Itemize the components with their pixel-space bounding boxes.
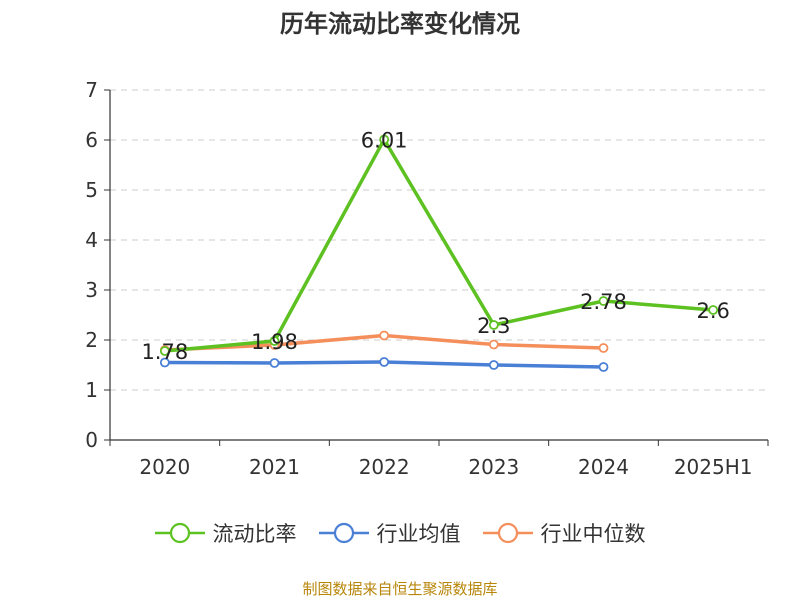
data-point — [379, 357, 390, 367]
legend-label: 行业均值 — [376, 522, 461, 546]
data-point — [598, 343, 609, 353]
data-point — [708, 305, 719, 315]
x-tick-label: 2023 — [468, 455, 519, 479]
y-tick-label: 4 — [85, 228, 98, 252]
data-label: 2.78 — [580, 290, 627, 314]
data-point — [488, 360, 499, 370]
legend-circle — [497, 522, 518, 544]
axes: 0 1 2 3 4 5 6 7 2020 2021 2022 2023 2024 2025H1 — [85, 78, 769, 479]
data-point — [159, 346, 170, 356]
y-tick-label: 7 — [85, 78, 98, 102]
x-tick-label: 2024 — [578, 455, 629, 479]
data-point — [269, 358, 280, 368]
legend-label: 行业中位数 — [540, 522, 646, 546]
legend-marker-icon — [154, 522, 205, 544]
legend-item[interactable]: 行业均值 — [318, 518, 461, 548]
data-point — [488, 320, 499, 330]
series-line — [164, 137, 714, 353]
legend-marker-icon — [482, 522, 533, 544]
legend-item[interactable]: 行业中位数 — [482, 518, 646, 548]
x-tick-label: 2020 — [139, 455, 190, 479]
y-tick-label: 3 — [85, 278, 98, 302]
x-tick-label: 2021 — [249, 455, 300, 479]
y-tick-label: 5 — [85, 178, 98, 202]
data-label: 1.78 — [141, 340, 188, 364]
data-point — [379, 330, 390, 341]
data-label: 6.01 — [361, 129, 408, 153]
y-tick-label: 2 — [85, 328, 98, 352]
series-lines — [159, 134, 719, 372]
data-point — [598, 362, 609, 372]
legend-circle — [333, 522, 354, 544]
x-tick-label: 2025H1 — [674, 455, 753, 479]
x-tick-label: 2022 — [359, 455, 410, 479]
data-labels: 1.78 1.98 6.01 2.3 2.78 2.6 — [141, 129, 729, 365]
data-point — [488, 339, 499, 350]
y-tick-label: 0 — [85, 428, 98, 452]
data-point — [379, 134, 390, 145]
y-tick-label: 6 — [85, 128, 98, 152]
data-label: 2.6 — [696, 299, 729, 323]
chart-title: 历年流动比率变化情况 — [280, 10, 520, 38]
legend-label: 流动比率 — [212, 522, 297, 546]
legend-circle — [169, 522, 190, 544]
legend: 流动比率 行业均值 行业中位数 — [0, 518, 800, 548]
legend-marker-icon — [318, 522, 369, 544]
data-label: 2.3 — [477, 314, 510, 338]
grid-lines — [110, 89, 768, 391]
legend-item[interactable]: 流动比率 — [154, 518, 297, 548]
data-label: 1.98 — [251, 330, 298, 354]
y-tick-label: 1 — [85, 378, 98, 402]
source-note: 制图数据来自恒生聚源数据库 — [302, 580, 498, 598]
data-point — [159, 357, 170, 368]
data-point — [598, 296, 609, 306]
data-point — [269, 336, 280, 346]
